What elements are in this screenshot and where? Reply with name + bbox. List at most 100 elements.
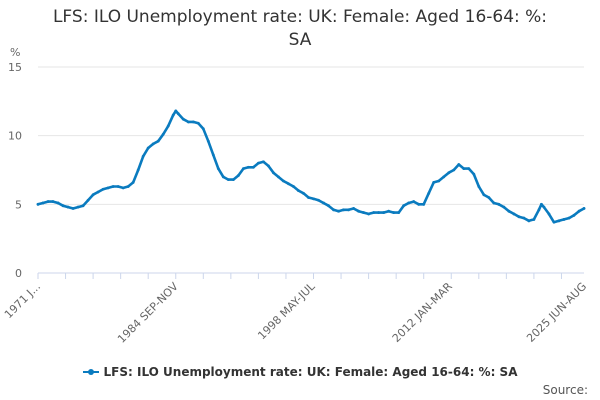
data-point[interactable]	[437, 179, 441, 183]
legend-item[interactable]: LFS: ILO Unemployment rate: UK: Female: …	[82, 365, 517, 379]
data-point[interactable]	[492, 201, 496, 205]
data-point[interactable]	[101, 187, 105, 191]
data-point[interactable]	[91, 193, 95, 197]
data-point[interactable]	[121, 186, 125, 190]
data-point[interactable]	[342, 208, 345, 212]
data-point[interactable]	[126, 185, 130, 188]
data-point[interactable]	[377, 211, 381, 214]
data-point[interactable]	[347, 208, 350, 212]
data-point[interactable]	[542, 205, 546, 209]
data-point[interactable]	[522, 216, 526, 220]
data-point[interactable]	[392, 211, 396, 214]
data-point[interactable]	[151, 142, 155, 146]
data-point[interactable]	[262, 160, 265, 164]
data-point[interactable]	[532, 218, 536, 221]
series-line[interactable]	[36, 109, 586, 224]
data-point[interactable]	[317, 198, 320, 202]
data-point[interactable]	[131, 180, 135, 184]
data-point[interactable]	[402, 204, 406, 208]
data-point[interactable]	[277, 175, 280, 179]
data-point[interactable]	[282, 179, 285, 183]
data-point[interactable]	[552, 220, 556, 224]
data-point[interactable]	[236, 174, 240, 177]
data-point[interactable]	[81, 204, 85, 208]
data-point[interactable]	[362, 211, 365, 214]
data-point[interactable]	[216, 167, 220, 171]
data-point[interactable]	[111, 185, 115, 188]
data-point[interactable]	[547, 212, 551, 216]
data-point[interactable]	[251, 165, 255, 169]
data-point[interactable]	[322, 201, 325, 205]
data-point[interactable]	[211, 153, 215, 157]
data-point[interactable]	[422, 202, 426, 206]
data-point[interactable]	[337, 209, 340, 213]
data-point[interactable]	[412, 200, 416, 203]
data-point[interactable]	[146, 146, 150, 150]
data-point[interactable]	[86, 198, 90, 202]
data-point[interactable]	[567, 216, 571, 220]
data-point[interactable]	[231, 178, 235, 182]
data-point[interactable]	[372, 211, 376, 214]
data-point[interactable]	[562, 218, 566, 221]
data-point[interactable]	[246, 165, 250, 169]
data-point[interactable]	[76, 205, 80, 209]
data-point[interactable]	[327, 204, 330, 208]
data-point[interactable]	[292, 185, 295, 188]
data-point[interactable]	[537, 208, 541, 212]
data-point[interactable]	[136, 168, 140, 172]
data-point[interactable]	[527, 219, 531, 223]
data-point[interactable]	[166, 124, 170, 128]
data-point[interactable]	[540, 202, 543, 206]
data-point[interactable]	[452, 168, 456, 172]
data-point[interactable]	[427, 191, 431, 195]
data-point[interactable]	[442, 175, 446, 179]
data-point[interactable]	[161, 132, 165, 136]
data-point[interactable]	[226, 178, 230, 182]
data-point[interactable]	[432, 180, 436, 184]
data-point[interactable]	[407, 201, 411, 205]
data-point[interactable]	[71, 207, 75, 210]
data-point[interactable]	[41, 201, 45, 205]
data-point[interactable]	[174, 109, 178, 113]
data-point[interactable]	[36, 202, 40, 206]
data-point[interactable]	[171, 113, 175, 117]
data-point[interactable]	[267, 164, 270, 168]
data-point[interactable]	[582, 207, 586, 210]
data-point[interactable]	[482, 193, 486, 197]
data-point[interactable]	[221, 175, 225, 179]
data-point[interactable]	[106, 186, 110, 190]
data-point[interactable]	[191, 120, 195, 124]
data-point[interactable]	[557, 219, 561, 223]
data-point[interactable]	[176, 112, 180, 116]
data-point[interactable]	[352, 207, 355, 210]
data-point[interactable]	[206, 139, 210, 143]
data-point[interactable]	[572, 213, 576, 217]
data-point[interactable]	[61, 204, 65, 208]
data-point[interactable]	[241, 167, 245, 171]
data-point[interactable]	[457, 163, 461, 166]
data-point[interactable]	[186, 120, 190, 124]
data-point[interactable]	[382, 211, 386, 214]
data-point[interactable]	[181, 117, 185, 121]
data-point[interactable]	[312, 197, 315, 201]
data-point[interactable]	[272, 171, 275, 175]
data-point[interactable]	[467, 167, 471, 171]
data-point[interactable]	[502, 205, 506, 209]
data-point[interactable]	[447, 171, 451, 175]
series-group[interactable]	[36, 109, 586, 224]
data-point[interactable]	[51, 200, 55, 203]
data-point[interactable]	[297, 189, 300, 193]
data-point[interactable]	[507, 209, 511, 213]
data-point[interactable]	[46, 200, 50, 203]
data-point[interactable]	[66, 205, 70, 209]
data-point[interactable]	[417, 202, 421, 206]
data-point[interactable]	[116, 185, 120, 188]
data-point[interactable]	[307, 196, 310, 199]
data-point[interactable]	[387, 209, 391, 213]
data-point[interactable]	[56, 201, 60, 205]
data-point[interactable]	[512, 212, 516, 216]
data-point[interactable]	[287, 182, 290, 186]
data-point[interactable]	[462, 167, 466, 171]
data-point[interactable]	[357, 209, 360, 213]
data-point[interactable]	[517, 215, 521, 219]
